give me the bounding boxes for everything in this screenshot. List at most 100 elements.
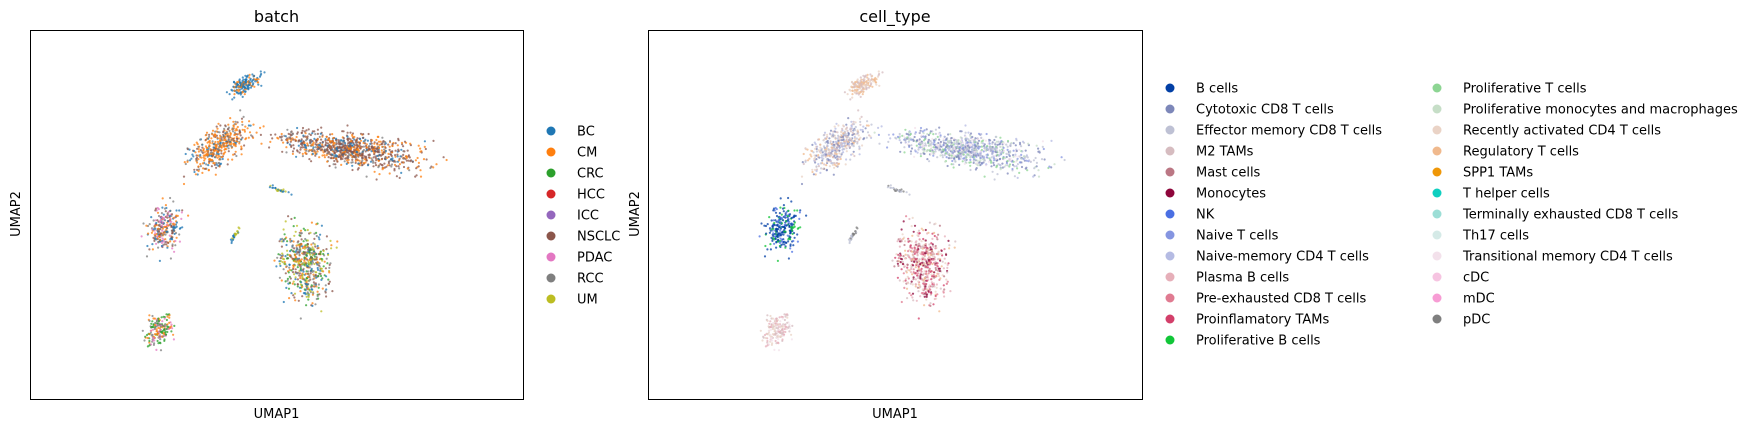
cell-type-point bbox=[918, 269, 921, 272]
cell-type-point bbox=[1033, 167, 1036, 170]
cell-type-point bbox=[917, 229, 921, 232]
cell-type-point bbox=[922, 237, 925, 241]
batch-point bbox=[239, 134, 242, 137]
batch-point bbox=[156, 219, 159, 222]
batch-point bbox=[194, 173, 197, 176]
batch-point bbox=[199, 149, 202, 152]
batch-point bbox=[252, 82, 255, 85]
batch-point bbox=[349, 131, 352, 134]
cell-type-point bbox=[851, 96, 854, 99]
cell-type-point bbox=[855, 80, 858, 83]
batch-point bbox=[373, 142, 376, 145]
batch-point bbox=[351, 150, 354, 154]
cell-type-point bbox=[848, 240, 851, 243]
cell-type-point bbox=[772, 326, 775, 329]
cell-type-point bbox=[775, 326, 778, 329]
batch-legend-item: UM bbox=[546, 293, 598, 308]
batch-point bbox=[416, 156, 419, 160]
cell-type-point bbox=[929, 130, 932, 133]
cell-type-point bbox=[855, 85, 859, 88]
cell-type-point bbox=[962, 157, 965, 160]
cell-type-point bbox=[925, 293, 929, 296]
batch-point bbox=[312, 292, 315, 295]
batch-point bbox=[391, 143, 394, 146]
cell-type-point bbox=[923, 304, 926, 307]
batch-point bbox=[344, 157, 347, 160]
batch-point bbox=[309, 269, 313, 272]
batch-point bbox=[247, 136, 250, 139]
cell-type-point bbox=[842, 138, 845, 141]
batch-point bbox=[312, 278, 315, 281]
batch-point bbox=[370, 142, 373, 145]
cell-type-point bbox=[944, 160, 947, 163]
batch-point bbox=[238, 227, 241, 230]
cell-type-point bbox=[837, 139, 840, 143]
batch-point bbox=[174, 239, 177, 243]
cell-type-point bbox=[924, 285, 927, 288]
batch-point bbox=[286, 253, 289, 256]
cell-type-point bbox=[769, 320, 772, 323]
batch-point bbox=[345, 159, 348, 162]
cell-type-point bbox=[956, 146, 960, 149]
batch-point bbox=[357, 167, 360, 170]
batch-point bbox=[291, 244, 294, 247]
cell-type-point bbox=[896, 276, 900, 279]
batch-point bbox=[262, 125, 265, 128]
batch-point bbox=[334, 166, 337, 169]
batch-point bbox=[236, 140, 239, 143]
batch-point bbox=[228, 93, 231, 96]
cell-type-point bbox=[852, 150, 855, 153]
batch-point bbox=[311, 130, 314, 133]
cell-type-point bbox=[781, 328, 784, 331]
cell-type-point bbox=[769, 333, 772, 336]
cell-type-point bbox=[818, 156, 821, 159]
batch-point bbox=[377, 157, 380, 160]
cell-type-point bbox=[775, 317, 778, 320]
cell-type-point bbox=[982, 142, 985, 145]
batch-point bbox=[389, 153, 392, 156]
cell-type-point bbox=[792, 244, 795, 247]
cell-type-point bbox=[773, 348, 776, 351]
batch-point bbox=[168, 314, 171, 317]
batch-point bbox=[166, 214, 169, 217]
batch-point bbox=[228, 142, 231, 145]
batch-point bbox=[396, 153, 399, 156]
cell-type-point bbox=[936, 135, 939, 138]
batch-point bbox=[299, 146, 302, 149]
batch-point bbox=[221, 141, 224, 144]
cell-type-point bbox=[849, 127, 852, 130]
cell-type-point bbox=[772, 207, 776, 210]
batch-point bbox=[314, 146, 317, 149]
batch-point bbox=[157, 208, 160, 211]
batch-point bbox=[293, 253, 297, 256]
cell-type-point bbox=[839, 157, 842, 161]
cell-type-point bbox=[1015, 137, 1018, 140]
cell-type-point bbox=[880, 125, 883, 128]
cell-type-point bbox=[917, 283, 920, 286]
batch-point bbox=[210, 154, 213, 157]
cell-type-point bbox=[1002, 146, 1005, 149]
cell-type-point bbox=[932, 133, 935, 136]
batch-point bbox=[301, 285, 304, 288]
cell-type-point bbox=[775, 230, 779, 233]
batch-point bbox=[215, 161, 218, 165]
cell-type-point bbox=[927, 269, 931, 272]
cell-type-point bbox=[951, 149, 954, 152]
cell-type-point bbox=[858, 153, 861, 156]
cell-type-point bbox=[975, 167, 978, 170]
cell-type-point bbox=[861, 93, 864, 96]
batch-point bbox=[160, 241, 164, 244]
batch-point bbox=[166, 330, 169, 334]
batch-point bbox=[288, 263, 291, 266]
batch-point bbox=[293, 283, 296, 286]
batch-point bbox=[178, 227, 181, 230]
cell-type-point bbox=[1035, 144, 1038, 147]
cell-type-point bbox=[892, 133, 895, 136]
cell-type-point bbox=[861, 144, 864, 147]
cell-type-point bbox=[891, 259, 894, 262]
cell-type-point bbox=[789, 238, 792, 241]
batch-point bbox=[160, 316, 163, 319]
cell-type-point bbox=[919, 245, 922, 248]
batch-point bbox=[249, 77, 252, 80]
cell-type-point bbox=[908, 292, 911, 295]
